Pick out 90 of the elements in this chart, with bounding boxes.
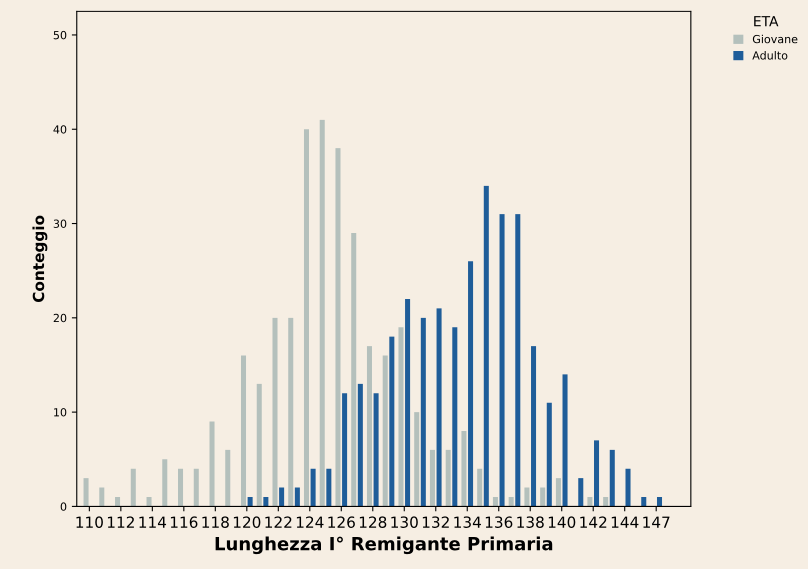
x-tick-label: 122 [265, 516, 292, 528]
x-tick-label: 112 [108, 516, 134, 528]
bar [194, 468, 199, 506]
bar [279, 488, 284, 506]
y-tick-label: 20 [54, 314, 66, 322]
y-tick-label: 10 [54, 408, 66, 416]
y-tick-label: 0 [60, 502, 66, 511]
x-tick-label: 130 [391, 516, 418, 528]
x-tick-label: 126 [328, 516, 355, 528]
x-tick-label: 110 [76, 516, 103, 528]
x-tick-label: 140 [548, 516, 576, 528]
bar [594, 440, 600, 506]
bar [294, 488, 300, 506]
bar [446, 450, 451, 506]
bar [587, 496, 592, 506]
bar [225, 450, 230, 506]
y-tick-label: 50 [54, 30, 66, 40]
bar [256, 384, 262, 506]
bar [248, 496, 253, 506]
bar [603, 496, 608, 506]
bar [477, 468, 482, 506]
bar [430, 450, 435, 506]
bar [130, 468, 136, 506]
bar [641, 496, 646, 506]
bar [556, 478, 561, 506]
x-axis-title: Lunghezza I° Remigante Primaria [216, 536, 552, 554]
bar [562, 374, 568, 506]
bar [484, 186, 489, 506]
x-tick-label: 134 [454, 516, 481, 528]
bar [382, 356, 388, 506]
bar [389, 336, 394, 506]
bar [625, 468, 631, 506]
bar [515, 214, 520, 506]
x-tick-label: 138 [517, 516, 544, 528]
bar [468, 261, 474, 506]
bar [656, 496, 662, 506]
bar [610, 450, 615, 506]
bar [508, 496, 514, 506]
x-tick-label: 132 [422, 516, 449, 528]
bar [310, 468, 316, 506]
bar [99, 488, 104, 506]
x-tick-label: 120 [234, 516, 260, 528]
bar [178, 468, 184, 506]
bar [578, 478, 584, 506]
bar [546, 402, 552, 506]
bar [335, 148, 340, 506]
bar [531, 346, 536, 506]
x-tick-label: 116 [170, 516, 198, 528]
bar [436, 308, 442, 506]
bar [500, 214, 505, 506]
bar [342, 393, 348, 506]
bar [492, 496, 498, 506]
bar [272, 318, 278, 506]
bar [240, 356, 246, 506]
legend-label: Giovane [752, 34, 798, 44]
bar [420, 318, 426, 506]
y-axis-title: Conteggio [32, 216, 48, 302]
bar [398, 327, 404, 506]
y-tick-label: 30 [54, 220, 66, 228]
bar [115, 496, 120, 506]
bar [326, 468, 332, 506]
x-tick-label: 128 [360, 516, 386, 528]
y-tick-label: 40 [53, 125, 66, 134]
x-tick-label: 124 [296, 516, 324, 528]
x-tick-label: 147 [643, 516, 670, 528]
bar [524, 488, 530, 506]
legend-title: ETA [754, 16, 778, 26]
bar [263, 496, 268, 506]
bar [209, 422, 215, 506]
x-tick-label: 114 [139, 516, 166, 528]
bar [374, 393, 379, 506]
bar [366, 346, 372, 506]
legend-label: Adulto [752, 51, 788, 60]
x-tick-label: 136 [486, 516, 512, 528]
bar [414, 412, 420, 506]
bar [358, 384, 363, 506]
bar [146, 496, 152, 506]
bar [540, 488, 546, 506]
bar [405, 298, 410, 506]
x-tick-label: 142 [580, 516, 606, 528]
bar [84, 478, 89, 506]
bar [320, 120, 325, 506]
bar [351, 232, 356, 506]
bar [162, 459, 168, 506]
bar [461, 430, 466, 506]
x-tick-label: 118 [202, 516, 229, 528]
x-tick-label: 144 [612, 516, 638, 528]
bar [288, 318, 294, 506]
bar [304, 129, 310, 506]
bar [452, 327, 458, 506]
